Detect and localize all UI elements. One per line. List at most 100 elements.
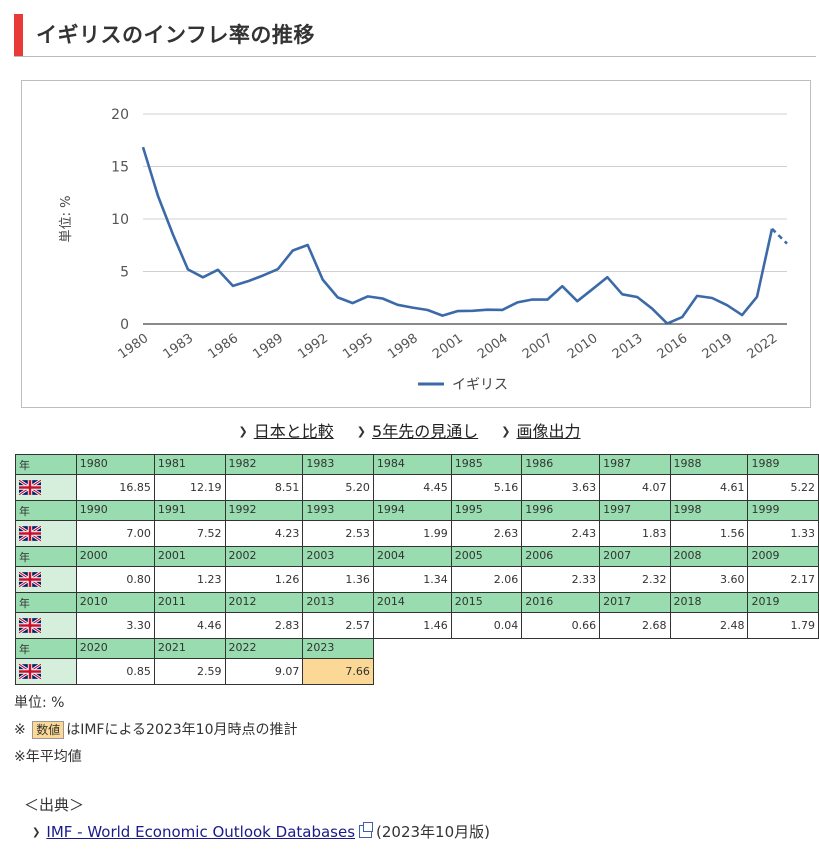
year-header-row: 年 2010 2011 2012 2013 2014 2015 2016 2017 2018 201… <box>15 592 819 613</box>
year-cell: 2016 <box>521 592 601 613</box>
empty-cell <box>522 659 600 685</box>
value-cell: 1.79 <box>747 612 819 639</box>
year-cell: 2007 <box>599 546 671 567</box>
year-cell: 1983 <box>302 454 374 475</box>
empty-cell <box>670 639 748 659</box>
year-label-cell: 年 <box>15 500 77 521</box>
value-row: 0.85 2.59 9.07 7.66 <box>15 658 819 685</box>
value-cell: 4.45 <box>372 474 452 501</box>
value-cell: 1.46 <box>372 612 452 639</box>
value-cell: 2.48 <box>669 612 749 639</box>
y-tick-label: 5 <box>120 265 129 281</box>
year-cell: 2003 <box>302 546 374 567</box>
year-cell: 1996 <box>521 500 601 521</box>
value-cell: 1.83 <box>599 520 671 547</box>
year-cell: 2000 <box>75 546 155 567</box>
value-cell: 16.85 <box>75 474 155 501</box>
x-tick-label: 2007 <box>520 331 556 362</box>
value-cell: 3.63 <box>521 474 601 501</box>
year-cell: 2022 <box>224 638 304 659</box>
title-accent <box>14 14 23 56</box>
x-tick-label: 1986 <box>205 331 241 362</box>
legend-label: イギリス <box>452 377 508 393</box>
empty-cell <box>600 659 670 685</box>
value-cell: 2.59 <box>153 658 226 685</box>
source-heading: ＜出典＞ <box>24 796 85 814</box>
year-cell: 2010 <box>75 592 155 613</box>
five-year-outlook-link[interactable]: ❯ 5年先の見通し <box>356 422 479 441</box>
empty-cell <box>373 659 451 685</box>
chevron-right-icon: ❯ <box>238 425 248 438</box>
series-line-uk-estimate <box>771 227 788 245</box>
chart-container: 0 5 10 15 20 1980 1983 1986 1989 1992 1995 1998 2001… <box>21 80 811 408</box>
value-cell: 2.53 <box>302 520 374 547</box>
year-header-row: 年 2000 2001 2002 2003 2004 2005 2006 2007 2008 200… <box>15 546 819 567</box>
value-cell: 12.19 <box>153 474 226 501</box>
value-cell: 2.33 <box>521 566 601 593</box>
year-cell: 2002 <box>224 546 304 567</box>
inflation-table: 年 1980 1981 1982 1983 1984 1985 1986 1987 1988 198… <box>15 454 819 685</box>
value-cell: 8.51 <box>224 474 304 501</box>
value-cell: 1.34 <box>372 566 452 593</box>
year-cell: 2005 <box>450 546 523 567</box>
title-bar: イギリスのインフレ率の推移 <box>14 14 816 57</box>
empty-cell <box>600 639 670 659</box>
action-links: ❯ 日本と比較 ❯ 5年先の見通し ❯ 画像出力 <box>0 418 819 442</box>
value-cell: 1.23 <box>153 566 226 593</box>
country-flag-cell <box>15 658 77 685</box>
external-link-icon <box>359 822 374 838</box>
uk-flag-icon <box>19 572 41 587</box>
year-cell: 1994 <box>372 500 452 521</box>
y-tick-label: 10 <box>111 212 129 228</box>
year-cell: 1981 <box>153 454 226 475</box>
image-export-link[interactable]: ❯ 画像出力 <box>501 422 581 441</box>
year-cell: 1985 <box>450 454 523 475</box>
empty-cell <box>522 639 600 659</box>
uk-flag-icon <box>19 618 41 633</box>
year-cell: 2019 <box>747 592 819 613</box>
value-cell: 0.66 <box>521 612 601 639</box>
x-tick-label: 1989 <box>250 331 286 362</box>
value-cell: 2.43 <box>521 520 601 547</box>
value-cell: 4.61 <box>669 474 749 501</box>
value-cell: 4.46 <box>153 612 226 639</box>
year-cell: 1987 <box>599 454 671 475</box>
year-cell: 1986 <box>521 454 601 475</box>
value-cell: 2.68 <box>599 612 671 639</box>
imf-weo-link[interactable]: IMF - World Economic Outlook Databases <box>46 823 356 841</box>
empty-cell <box>670 659 748 685</box>
year-cell: 2006 <box>521 546 601 567</box>
x-tick-label: 2022 <box>745 331 781 362</box>
country-flag-cell <box>15 612 77 639</box>
value-cell: 1.99 <box>372 520 452 547</box>
uk-flag-icon <box>19 480 41 495</box>
year-cell: 2017 <box>599 592 671 613</box>
year-cell: 2023 <box>302 638 374 659</box>
year-header-row: 年 1980 1981 1982 1983 1984 1985 1986 1987 1988 198… <box>15 454 819 475</box>
chevron-right-icon: ❯ <box>501 425 511 438</box>
value-cell: 1.26 <box>224 566 304 593</box>
year-header-row: 年 1990 1991 1992 1993 1994 1995 1996 1997 1998 199… <box>15 500 819 521</box>
year-cell: 1992 <box>224 500 304 521</box>
year-cell: 2008 <box>669 546 749 567</box>
inflation-line-chart: 0 5 10 15 20 1980 1983 1986 1989 1992 1995 1998 2001… <box>58 107 788 393</box>
year-cell: 1995 <box>450 500 523 521</box>
value-cell: 3.30 <box>75 612 155 639</box>
year-cell: 2015 <box>450 592 523 613</box>
chevron-right-icon: ❯ <box>32 827 41 838</box>
y-axis-label: 単位: % <box>58 196 74 243</box>
estimate-badge: 数値 <box>32 721 65 739</box>
empty-cell <box>748 639 819 659</box>
empty-cell <box>748 659 819 685</box>
uk-flag-icon <box>19 526 41 541</box>
value-cell: 5.20 <box>302 474 374 501</box>
value-row: 3.30 4.46 2.83 2.57 1.46 0.04 0.66 2.68 2.48 1.79 <box>15 612 819 639</box>
value-cell: 2.83 <box>224 612 304 639</box>
year-cell: 1988 <box>669 454 749 475</box>
value-cell: 7.52 <box>153 520 226 547</box>
value-cell: 9.07 <box>224 658 304 685</box>
empty-cell <box>451 639 521 659</box>
x-tick-label: 2019 <box>700 331 736 362</box>
value-cell: 2.63 <box>450 520 523 547</box>
compare-japan-link[interactable]: ❯ 日本と比較 <box>238 422 334 441</box>
